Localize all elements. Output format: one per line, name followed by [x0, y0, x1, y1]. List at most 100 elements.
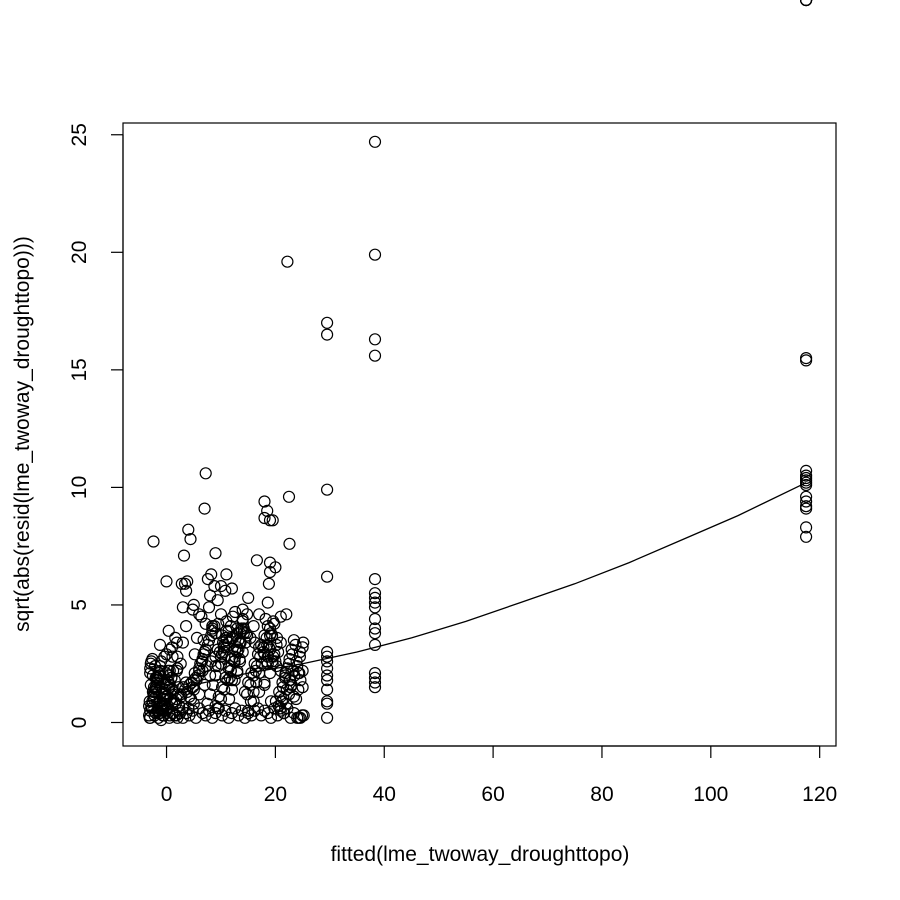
y-axis-label: sqrt(abs(resid(lme_twoway_droughttopo))) — [11, 236, 34, 632]
data-point — [180, 584, 193, 597]
data-point — [368, 591, 382, 605]
data-point — [220, 624, 233, 637]
data-point — [297, 709, 310, 722]
data-point — [144, 657, 157, 670]
data-point — [368, 596, 382, 609]
data-point — [799, 464, 813, 477]
data-point — [258, 704, 271, 717]
data-point — [206, 678, 219, 692]
data-point — [268, 702, 281, 715]
data-point — [199, 617, 212, 630]
data-point — [321, 669, 334, 682]
data-point — [229, 650, 242, 663]
data-point — [220, 615, 233, 628]
data-point — [193, 688, 206, 701]
data-point — [190, 631, 204, 645]
data-point — [171, 650, 184, 663]
data-point — [209, 547, 222, 560]
data-point — [293, 666, 306, 680]
data-point — [368, 638, 382, 652]
data-point — [206, 622, 219, 635]
data-point — [368, 333, 382, 346]
data-point — [321, 674, 334, 687]
data-point — [368, 248, 382, 261]
data-point — [217, 645, 230, 659]
data-point — [368, 587, 382, 600]
data-point — [157, 676, 170, 689]
data-point — [321, 328, 334, 341]
data-point — [266, 514, 279, 527]
data-point — [204, 589, 217, 602]
data-point — [258, 511, 271, 525]
data-point — [166, 650, 179, 663]
data-point — [216, 648, 229, 661]
x-tick-label: 20 — [264, 783, 287, 806]
data-point — [144, 662, 157, 675]
data-point — [160, 575, 173, 588]
data-point — [205, 568, 218, 581]
data-point — [289, 638, 302, 652]
data-point — [261, 650, 274, 663]
data-point — [283, 537, 296, 550]
data-point — [799, 490, 813, 503]
data-point — [368, 676, 382, 689]
data-point — [321, 711, 334, 724]
data-point — [241, 608, 254, 621]
x-axis-label: fitted(lme_twoway_droughttopo) — [331, 843, 630, 866]
data-point — [368, 666, 382, 680]
data-point — [198, 678, 211, 692]
data-point — [283, 674, 296, 687]
data-point — [209, 659, 222, 673]
data-point — [198, 502, 211, 515]
data-point — [263, 514, 277, 527]
data-point — [209, 669, 222, 682]
x-tick-label: 120 — [802, 783, 837, 806]
data-point — [200, 659, 213, 673]
data-point — [192, 669, 205, 682]
data-point — [169, 631, 182, 645]
data-points — [143, 0, 813, 727]
data-point — [368, 135, 382, 148]
data-point — [260, 655, 273, 668]
data-point — [261, 596, 274, 609]
data-point — [199, 467, 212, 480]
data-point — [242, 706, 255, 720]
data-point — [279, 669, 292, 682]
data-point — [244, 631, 257, 645]
data-point — [297, 636, 310, 649]
data-point — [291, 711, 304, 724]
data-point — [321, 697, 334, 710]
data-point — [162, 624, 175, 637]
data-point — [231, 666, 244, 680]
data-point — [281, 255, 294, 268]
data-point — [248, 704, 261, 717]
data-point — [193, 608, 206, 621]
data-point — [274, 704, 287, 717]
data-point — [216, 629, 229, 642]
data-point — [202, 601, 216, 614]
data-point — [153, 695, 166, 708]
data-point — [799, 521, 813, 534]
data-point — [262, 577, 275, 590]
data-point — [274, 610, 287, 623]
data-point — [219, 704, 232, 717]
data-point — [187, 674, 200, 687]
data-point — [180, 619, 193, 633]
data-point — [253, 608, 266, 621]
data-point — [368, 612, 382, 626]
data-point — [163, 643, 176, 656]
data-point — [162, 664, 175, 677]
data-point — [799, 476, 813, 489]
x-tick-label: 80 — [590, 783, 613, 806]
y-tick-label: 0 — [68, 717, 91, 729]
data-point — [147, 535, 160, 548]
data-point — [188, 666, 201, 680]
data-point — [170, 636, 183, 649]
data-point — [147, 681, 161, 694]
data-point — [275, 695, 288, 708]
data-point — [250, 554, 263, 567]
data-point — [197, 634, 210, 647]
data-point — [251, 702, 265, 715]
data-point — [321, 655, 334, 668]
